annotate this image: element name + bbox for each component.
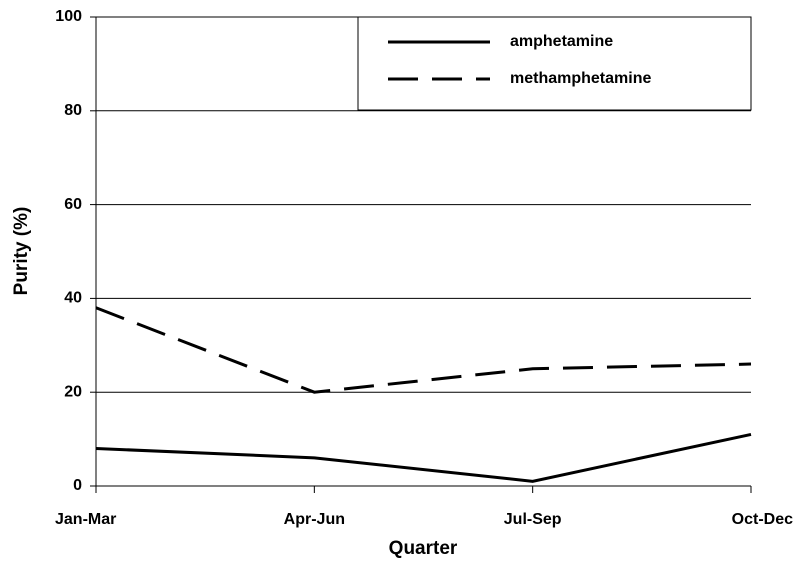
y-axis-title: Purity (%): [11, 207, 32, 296]
y-tick-label: 0: [73, 477, 82, 494]
x-tick-label: Jan-Mar: [55, 511, 116, 528]
y-tick-label: 40: [64, 290, 82, 307]
legend-label: methamphetamine: [510, 70, 651, 87]
legend-label: amphetamine: [510, 33, 613, 50]
series-line: [95, 306, 752, 394]
x-axis-title: Quarter: [389, 538, 458, 559]
y-tick-label: 80: [64, 102, 82, 119]
y-tick-label: 20: [64, 383, 82, 400]
x-tick-label: Apr-Jun: [284, 511, 345, 528]
legend-box: [357, 16, 752, 111]
series-line: [95, 432, 752, 483]
x-tick-label: Oct-Dec: [732, 511, 793, 528]
x-tick-label: Jul-Sep: [504, 511, 562, 528]
y-tick-label: 100: [55, 8, 82, 25]
y-tick-label: 60: [64, 196, 82, 213]
